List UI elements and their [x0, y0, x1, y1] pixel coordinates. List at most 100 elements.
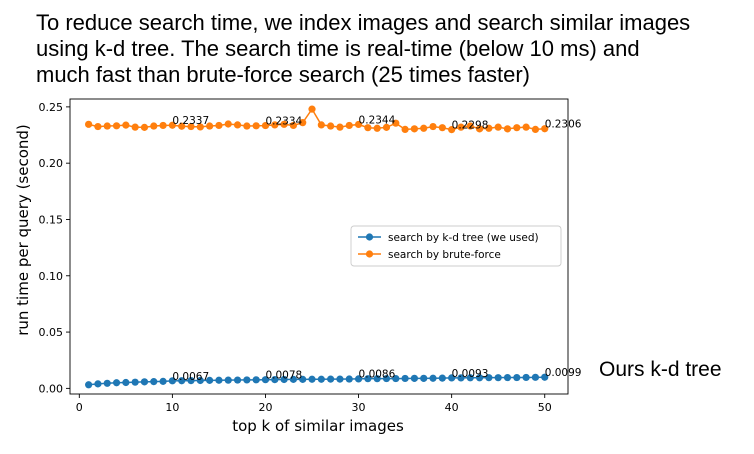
data-point: [168, 121, 176, 129]
series-0: [85, 373, 549, 389]
data-point: [215, 121, 223, 130]
data-point: [224, 120, 232, 128]
data-label: 0.2306: [545, 119, 582, 131]
data-point: [112, 122, 121, 130]
data-point: [327, 122, 335, 130]
data-point: [187, 122, 195, 131]
data-point: [94, 380, 102, 388]
legend: search by k-d tree (we used) search by br…: [350, 225, 562, 267]
data-point: [159, 121, 167, 130]
data-point: [485, 374, 493, 382]
data-point: [122, 121, 130, 129]
data-point: [85, 120, 93, 128]
data-point: [485, 124, 493, 132]
data-point: [299, 119, 307, 127]
data-label: 0.0093: [452, 368, 489, 380]
x-tick-label: 0: [76, 401, 83, 414]
data-point: [401, 374, 409, 383]
y-tick-label: 0.20: [39, 157, 64, 170]
data-point: [457, 123, 465, 131]
headline-line-2: using k-d tree. The search time is real-…: [36, 36, 640, 61]
data-point: [252, 376, 260, 384]
headline: To reduce search time, we index images a…: [36, 10, 746, 88]
data-point: [410, 125, 419, 133]
data-point: [541, 373, 549, 381]
data-point: [354, 375, 363, 383]
data-point: [345, 121, 353, 130]
data-point: [345, 375, 353, 383]
data-point: [336, 123, 344, 131]
headline-line-1: To reduce search time, we index images a…: [36, 10, 691, 35]
data-point: [140, 378, 149, 386]
data-point: [429, 122, 437, 131]
data-point: [420, 374, 428, 382]
data-point: [159, 377, 167, 385]
data-point: [327, 375, 335, 383]
data-point: [206, 122, 214, 130]
data-point: [103, 379, 111, 387]
data-point: [131, 378, 139, 386]
data-point: [103, 122, 111, 130]
data-point: [168, 377, 176, 385]
data-point: [289, 375, 298, 383]
data-point: [438, 374, 446, 382]
data-point: [252, 122, 260, 130]
data-point: [494, 374, 502, 382]
data-point: [280, 120, 288, 128]
data-point: [308, 375, 316, 383]
data-point: [336, 375, 344, 383]
data-point: [317, 121, 325, 129]
data-point: [122, 378, 130, 387]
data-point: [475, 374, 484, 382]
data-point: [541, 125, 549, 133]
data-point: [466, 374, 474, 382]
y-axis-label: run time per query (second): [14, 124, 32, 336]
side-note-label: Ours k-d tree: [599, 358, 722, 381]
y-tick-label: 0.05: [39, 326, 64, 339]
data-point: [457, 374, 465, 382]
data-point: [503, 125, 512, 133]
data-point: [140, 123, 149, 131]
x-axis-label: top k of similar images: [232, 417, 404, 435]
x-tick-label: 30: [352, 401, 366, 414]
data-point: [392, 119, 400, 127]
data-point: [261, 376, 270, 384]
annotations: 0.0067 0.0078 0.0086 0.0093 0.0099 0.2337 0.23…: [172, 114, 581, 382]
data-label: 0.0099: [545, 367, 582, 379]
data-point: [513, 124, 521, 132]
y-tick-label: 0.25: [39, 101, 64, 114]
headline-line-3: much fast than brute-force search (25 ti…: [36, 62, 530, 87]
data-point: [243, 122, 251, 130]
data-point: [131, 123, 139, 131]
data-point: [373, 124, 381, 132]
data-point: [438, 124, 446, 132]
data-point: [420, 124, 428, 132]
data-label: 0.0078: [265, 370, 302, 382]
data-point: [448, 374, 456, 382]
data-point: [112, 379, 121, 387]
data-point: [215, 376, 223, 384]
x-tick-label: 10: [165, 401, 179, 414]
data-point: [373, 375, 381, 383]
data-point: [401, 125, 409, 134]
data-point: [522, 373, 530, 382]
legend-entry: search by brute-force: [388, 249, 501, 261]
data-point: [494, 123, 502, 131]
data-label: 0.2337: [172, 115, 209, 127]
data-label: 0.2334: [265, 116, 302, 128]
data-point: [233, 121, 242, 129]
legend-marker: [365, 233, 374, 241]
data-point: [289, 121, 298, 130]
data-point: [429, 374, 437, 382]
data-point: [513, 373, 521, 382]
data-point: [94, 122, 102, 131]
data-point: [196, 123, 204, 131]
data-point: [271, 121, 279, 129]
data-point: [364, 375, 372, 383]
data-label: 0.2298: [452, 120, 489, 132]
data-point: [261, 121, 270, 130]
data-point: [150, 378, 158, 386]
data-point: [280, 375, 288, 384]
plot-frame: [69, 98, 569, 395]
axes: 0 10 20 30 40 50 0.00 0.05 0.10 0.15 0.20 0.25: [39, 98, 569, 414]
